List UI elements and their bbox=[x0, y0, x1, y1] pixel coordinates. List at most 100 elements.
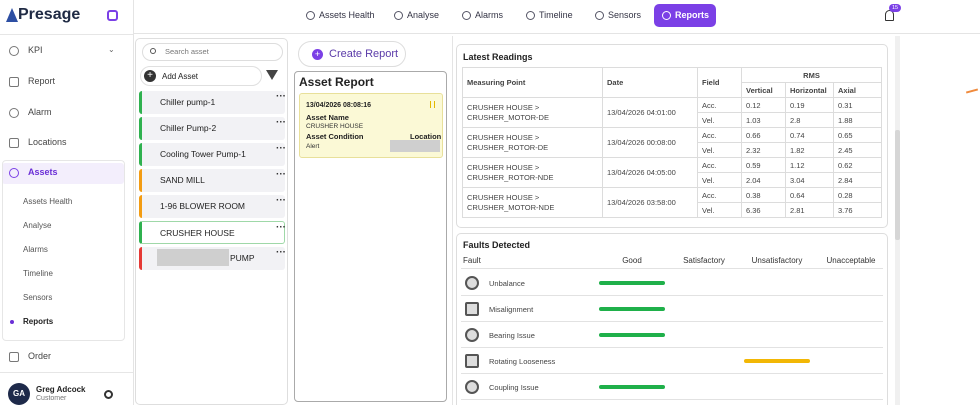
search-placeholder: Search asset bbox=[165, 47, 209, 56]
col-header: Vertical bbox=[741, 82, 786, 98]
header-line bbox=[461, 268, 883, 269]
nav-tab[interactable]: Sensors bbox=[594, 4, 642, 27]
rms-value: 0.12 bbox=[741, 97, 786, 113]
icon bbox=[9, 138, 19, 148]
nav-item[interactable]: Report bbox=[28, 76, 56, 86]
timestamp: 13/04/2026 08:08:16 bbox=[306, 102, 371, 109]
col-header: Good bbox=[622, 256, 642, 265]
fault-icon bbox=[465, 276, 479, 290]
header-row: Measuring Point Date Field RMS bbox=[462, 67, 882, 98]
icon bbox=[9, 168, 19, 178]
col-header: Unsatisfactory bbox=[751, 256, 803, 265]
data-row: CRUSHER HOUSE > CRUSHER_MOTOR-DE 13/04/202… bbox=[462, 97, 882, 128]
asset-item[interactable]: PUMP ··· bbox=[139, 247, 286, 270]
add-asset-button[interactable]: + Add Asset bbox=[140, 66, 262, 86]
submenu-item[interactable]: Timeline bbox=[23, 269, 53, 278]
asset-item[interactable]: 1-96 BLOWER ROOM ··· bbox=[139, 195, 286, 218]
submenu-box bbox=[2, 160, 125, 341]
menu-dots: ··· bbox=[276, 195, 286, 206]
submenu-item[interactable]: Alarms bbox=[23, 245, 48, 254]
faults-card: Faults Detected Fault Good Satisfactory Unsa… bbox=[456, 233, 888, 405]
tab-label: Timeline bbox=[539, 10, 573, 20]
location-label: Location bbox=[410, 132, 442, 141]
nav-tab[interactable]: Reports bbox=[654, 4, 716, 27]
status-bar bbox=[599, 385, 665, 389]
menu-dots: ··· bbox=[276, 91, 286, 102]
tab-label: Assets Health bbox=[319, 10, 375, 20]
settings-icon[interactable] bbox=[104, 390, 113, 399]
search-input[interactable]: Search asset bbox=[142, 43, 283, 61]
nav-tab[interactable]: Assets Health bbox=[305, 4, 375, 27]
rms-value: 0.65 bbox=[833, 127, 882, 143]
rms-value: 0.31 bbox=[833, 97, 882, 113]
table-wrap: Measuring Point Date Field RMS Vertical Horiz… bbox=[462, 67, 882, 218]
redacted bbox=[157, 249, 229, 266]
rms-value: 2.8 bbox=[785, 112, 834, 128]
scroll-thumb bbox=[895, 130, 900, 240]
measuring-point: CRUSHER HOUSE > CRUSHER_MOTOR-NDE bbox=[462, 187, 603, 218]
date: 13/04/2026 03:58:00 bbox=[602, 187, 698, 218]
data-row: CRUSHER HOUSE > CRUSHER_MOTOR-NDE 13/04/20… bbox=[462, 187, 882, 218]
asset-item[interactable]: Chiller pump-1 ··· bbox=[139, 91, 286, 114]
asset-name: CRUSHER HOUSE bbox=[306, 123, 364, 130]
col-header: Date bbox=[602, 67, 698, 98]
data-row: Vel. 6.36 2.81 3.76 bbox=[463, 202, 882, 218]
field: Vel. bbox=[697, 112, 742, 128]
fault-name: Misalignment bbox=[489, 305, 534, 314]
nav-tab[interactable]: Alarms bbox=[461, 4, 505, 27]
measuring-point: CRUSHER HOUSE > CRUSHER_MOTOR-DE bbox=[462, 97, 603, 128]
asset-item[interactable]: Chiller Pump-2 ··· bbox=[139, 117, 286, 140]
icon bbox=[9, 108, 19, 118]
active-row bbox=[2, 163, 124, 184]
date: 13/04/2026 04:01:00 bbox=[602, 97, 698, 128]
nav-item[interactable]: Alarm bbox=[28, 107, 52, 117]
icon bbox=[9, 77, 19, 87]
accent-mark bbox=[965, 88, 979, 94]
submenu-item[interactable]: Analyse bbox=[23, 221, 52, 230]
asset-item[interactable]: Cooling Tower Pump-1 ··· bbox=[139, 143, 286, 166]
asset-name: Cooling Tower Pump-1 bbox=[160, 149, 246, 159]
row-line bbox=[461, 347, 883, 348]
asset-list-panel: Search asset + Add Asset Chiller pump-1 ··· C… bbox=[135, 38, 288, 405]
field: Vel. bbox=[697, 202, 742, 218]
data-row: Vel. 2.04 3.04 2.84 bbox=[463, 172, 882, 188]
nav-item[interactable]: Assets bbox=[28, 167, 58, 177]
icon bbox=[9, 352, 19, 362]
fault-icon bbox=[465, 354, 479, 368]
report-title: Asset Report bbox=[299, 75, 374, 89]
asset-name: Chiller pump-1 bbox=[160, 97, 216, 107]
asset-item[interactable]: CRUSHER HOUSE ··· bbox=[139, 221, 286, 244]
fault-name: Bearing Issue bbox=[489, 331, 535, 340]
latest-readings-card: Latest Readings Measuring Point Date Field R… bbox=[456, 44, 888, 228]
nav-tab[interactable]: Analyse bbox=[393, 4, 441, 27]
avatar: GA bbox=[8, 383, 30, 405]
row-line bbox=[461, 321, 883, 322]
nav-item[interactable]: KPI bbox=[28, 45, 43, 55]
status-bar bbox=[599, 333, 665, 337]
asset-name: PUMP bbox=[230, 253, 255, 263]
tab-icon bbox=[595, 11, 604, 20]
asset-item[interactable]: SAND MILL ··· bbox=[139, 169, 286, 192]
rms-value: 0.28 bbox=[833, 187, 882, 203]
pause-icon bbox=[430, 101, 435, 108]
status-bar bbox=[599, 281, 665, 285]
col-header: Fault bbox=[463, 256, 481, 265]
divider bbox=[0, 34, 133, 35]
nav-item[interactable]: Locations bbox=[28, 137, 67, 147]
nav-tab[interactable]: Timeline bbox=[525, 4, 575, 27]
create-report-button[interactable]: + Create Report bbox=[298, 41, 406, 67]
submenu-item[interactable]: Sensors bbox=[23, 293, 53, 302]
submenu-item[interactable]: Reports bbox=[23, 317, 54, 326]
menu-dots: ··· bbox=[276, 117, 286, 128]
section-title: Faults Detected bbox=[463, 240, 531, 250]
report-card[interactable]: 13/04/2026 08:08:16 Asset Name CRUSHER HOU… bbox=[299, 93, 443, 158]
filter-icon[interactable] bbox=[266, 70, 278, 80]
nav-item[interactable]: Order bbox=[28, 351, 52, 361]
asset-name: 1-96 BLOWER ROOM bbox=[160, 201, 246, 211]
collapse-button[interactable] bbox=[107, 10, 118, 21]
submenu-item[interactable]: Assets Health bbox=[23, 197, 73, 206]
asset-name: SAND MILL bbox=[160, 175, 205, 185]
rms-value: 0.62 bbox=[833, 157, 882, 173]
rms-value: 2.04 bbox=[741, 172, 786, 188]
